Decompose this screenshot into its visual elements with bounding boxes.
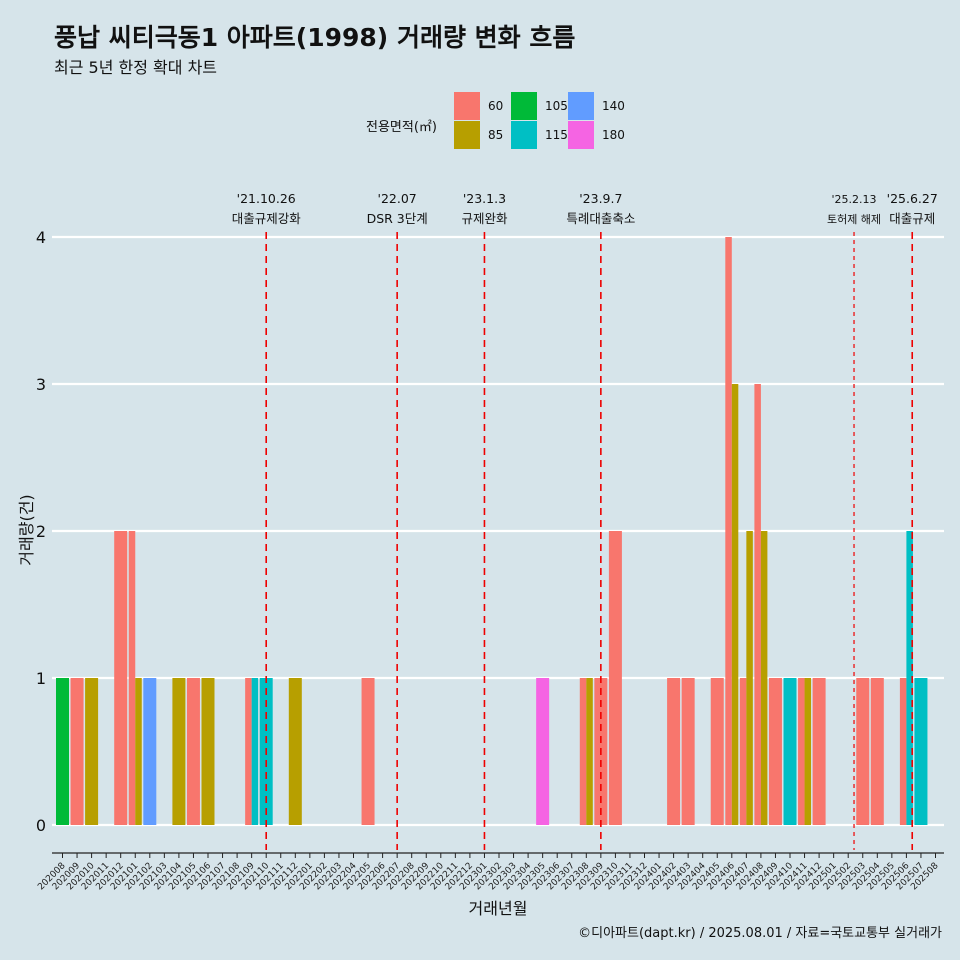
y-tick-label: 2 [36,522,46,541]
bar [798,678,805,825]
y-tick-label: 1 [36,669,46,688]
event-label: DSR 3단계 [367,211,428,226]
bar [746,531,753,825]
bar [812,678,826,825]
event-label: 대출규제 [889,211,935,226]
bar [128,531,136,825]
bar [536,678,550,825]
bar [754,384,761,825]
chart-title: 풍납 씨티극동1 아파트(1998) 거래량 변화 흐름 [54,23,576,52]
event-label: 토허제 해제 [827,212,881,226]
legend-label: 85 [488,128,504,142]
bar [608,531,622,825]
y-tick-label: 0 [36,816,46,835]
legend-label: 140 [602,99,625,113]
legend-item: 115 [511,121,571,149]
event-date-label: '21.10.26 [237,191,296,206]
bar [725,237,732,825]
legend-label: 115 [545,128,568,142]
event-label: 특례대출축소 [566,211,635,226]
bar [201,678,215,825]
bar [579,678,587,825]
legend-title: 전용면적(㎡) [366,120,437,135]
bar [899,678,907,825]
bar [251,678,259,825]
bar [914,678,928,825]
bar [135,678,142,825]
x-axis-title: 거래년월 [469,899,528,918]
bar [70,678,84,825]
bar [731,384,739,825]
bar [804,678,812,825]
bar [710,678,724,825]
y-tick-label: 3 [36,375,46,394]
legend-item: 140 [568,92,628,120]
bar [114,531,128,825]
legend-swatch [511,121,537,149]
bar [586,678,593,825]
legend-label: 60 [488,99,504,113]
event-date-label: '25.6.27 [887,191,938,206]
legend-swatch [511,92,537,120]
legend-item: 105 [511,92,571,120]
bar [85,678,99,825]
bar [143,678,157,825]
bar [739,678,747,825]
event-date-label: '22.07 [378,191,417,206]
legend-swatch [454,121,480,149]
event-date-label: '23.1.3 [463,191,506,206]
event-label: 대출규제강화 [232,211,302,226]
legend-item: 85 [454,121,514,149]
legend-label: 105 [545,99,568,113]
legend-swatch [454,92,480,120]
bar [288,678,302,825]
bar [681,678,695,825]
bar [245,678,252,825]
source-caption: ©디아파트(dapt.kr) / 2025.08.01 / 자료=국토교통부 실… [578,926,942,941]
event-date-label: '25.2.13 [832,193,877,206]
bar [856,678,870,825]
bar [172,678,186,825]
bar [906,531,913,825]
y-tick-label: 4 [36,228,46,247]
event-label: 규제완화 [461,211,508,226]
bar [870,678,884,825]
event-date-label: '23.9.7 [579,191,622,206]
bar [667,678,681,825]
chart-subtitle: 최근 5년 한정 확대 차트 [54,58,218,77]
bar [783,678,797,825]
legend-item: 180 [568,121,628,149]
legend-label: 180 [602,128,625,142]
legend-swatch [568,121,594,149]
bar [186,678,200,825]
bar [361,678,375,825]
legend-swatch [568,92,594,120]
y-axis-title: 거래량(건) [17,494,36,565]
legend-item: 60 [454,92,514,120]
bar [760,531,768,825]
bar [768,678,782,825]
bar [56,678,69,825]
